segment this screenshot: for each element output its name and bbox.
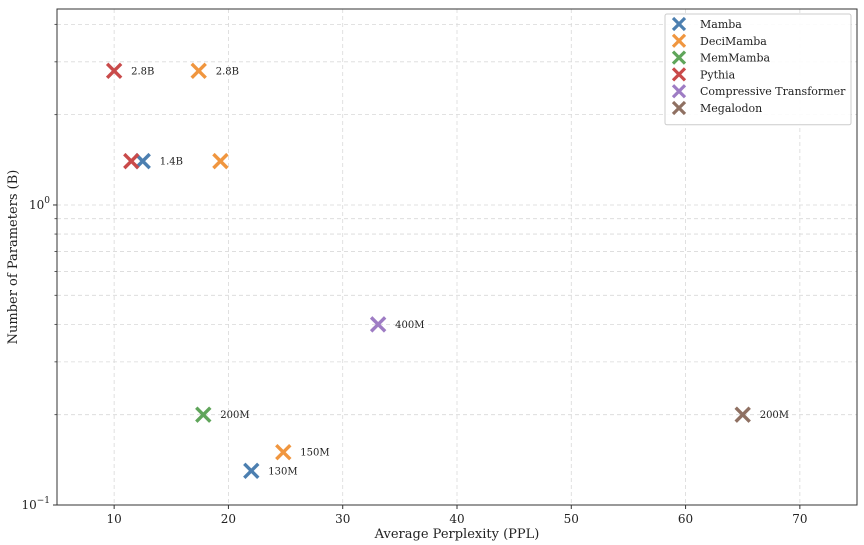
legend-marker xyxy=(671,33,687,48)
x-tick-label: 20 xyxy=(221,512,236,526)
pythia-point xyxy=(105,62,123,80)
megalodon-marker-stroke xyxy=(734,406,751,423)
mamba-point-label: 1.4B xyxy=(160,157,183,168)
decimamba-point xyxy=(190,62,207,80)
decimamba-point xyxy=(212,152,229,170)
legend-item-pythia: Pythia xyxy=(671,67,736,82)
x-tick-label: 50 xyxy=(564,512,579,526)
data-markers xyxy=(105,62,751,480)
decimamba-point-label: 2.8B xyxy=(216,66,239,77)
legend-marker xyxy=(671,16,687,32)
memmamba-point-label: 200M xyxy=(220,410,249,421)
memmamba-point xyxy=(195,406,212,423)
x-axis-ticks: 10 20 30 40 50 60 70 xyxy=(107,505,807,526)
decimamba-point xyxy=(275,443,292,461)
y-tick-label: 100 xyxy=(29,196,50,212)
legend-box xyxy=(664,13,852,126)
legend-label: Compressive Transformer xyxy=(700,85,846,98)
legend-item-decimamba: DeciMamba xyxy=(671,33,767,48)
mamba-marker-stroke xyxy=(243,462,260,480)
memmamba-marker-stroke xyxy=(195,406,212,423)
x-tick-label: 70 xyxy=(792,512,807,526)
y-tick-label: 10−1 xyxy=(21,496,50,512)
x-tick-label: 40 xyxy=(449,512,464,526)
y-axis-label: Number of Parameters (B) xyxy=(6,170,21,345)
legend-label: MemMamba xyxy=(700,52,770,65)
legend-label: Megalodon xyxy=(700,102,762,115)
legend-marker xyxy=(671,50,687,65)
pythia-point-label: 2.8B xyxy=(131,66,154,77)
legend-item-mamba: Mamba xyxy=(671,16,742,32)
legend-item-megalodon: Megalodon xyxy=(671,100,762,116)
legend-label: DeciMamba xyxy=(700,35,767,48)
compressive-transformer-marker-stroke xyxy=(369,316,387,333)
legend-item-memmamba: MemMamba xyxy=(671,50,770,65)
compressive-transformer-point-label: 400M xyxy=(395,320,424,331)
mamba-point xyxy=(243,462,260,480)
legend-marker xyxy=(671,84,687,99)
megalodon-point xyxy=(734,406,751,423)
compressive-transformer-point xyxy=(369,316,387,333)
legend-label: Mamba xyxy=(700,18,742,31)
decimamba-marker-stroke xyxy=(190,62,207,80)
pythia-marker-stroke xyxy=(105,62,123,80)
legend-item-compressive-transformer: Compressive Transformer xyxy=(671,84,846,99)
decimamba-marker-stroke xyxy=(275,443,292,461)
x-tick-label: 60 xyxy=(678,512,693,526)
pythia-point xyxy=(123,152,140,170)
decimamba-marker-stroke xyxy=(212,152,229,170)
x-axis-label: Average Perplexity (PPL) xyxy=(374,527,540,542)
legend-marker xyxy=(671,67,687,82)
megalodon-point-label: 200M xyxy=(760,410,789,421)
point-labels: 1.4B 130M 2.8B 150M 200M 2.8B 400M 200M xyxy=(131,66,789,477)
x-tick-label: 10 xyxy=(107,512,122,526)
y-axis-ticks: 100 10−1 xyxy=(21,23,57,512)
mamba-point-label: 130M xyxy=(268,466,297,477)
legend-marker xyxy=(671,100,687,116)
x-tick-label: 30 xyxy=(335,512,350,526)
legend: Mamba DeciMamba MemMamba Pythia Compressive … xyxy=(664,13,852,126)
decimamba-point-label: 150M xyxy=(300,448,329,459)
legend-label: Pythia xyxy=(700,68,736,81)
pythia-marker-stroke xyxy=(123,152,140,170)
